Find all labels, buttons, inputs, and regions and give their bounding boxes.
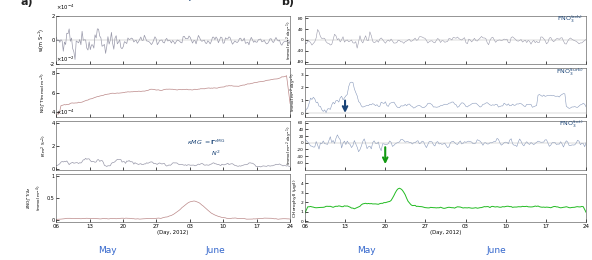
Y-axis label: K(m$^2$ S$^{-1}$): K(m$^2$ S$^{-1}$) [40,134,49,157]
Y-axis label: w(m S$^{-1}$): w(m S$^{-1}$) [37,28,47,52]
Y-axis label: NO$_3^-$T(mmol m$^{-3}$): NO$_3^-$T(mmol m$^{-3}$) [38,72,49,113]
Text: a): a) [21,0,33,7]
Text: FNO$_3^{\rm{(adv)}}$: FNO$_3^{\rm{(adv)}}$ [557,14,583,25]
Text: June: June [486,245,506,255]
Text: FNO$_3^{\rm{(tot)}}$: FNO$_3^{\rm{(tot)}}$ [559,119,583,131]
Text: $\times10^{-4}$: $\times10^{-4}$ [56,2,75,12]
Text: $\kappa$MG $= \mathbf{\Gamma}^{\varepsilon\rm{MG}}$
$\quad\quad\quad\quad N^2$: $\kappa$MG $= \mathbf{\Gamma}^{\varepsil… [187,138,226,158]
X-axis label: (Day, 2012): (Day, 2012) [157,230,189,235]
Text: $\bfit{w = dZiso/dt}$: $\bfit{w = dZiso/dt}$ [139,0,207,3]
Y-axis label: (mmol m$^{-2}$ day$^{-1}$): (mmol m$^{-2}$ day$^{-1}$) [285,20,295,60]
Text: FNO$_3^{\rm{(turb)}}$: FNO$_3^{\rm{(turb)}}$ [556,66,583,78]
Text: May: May [358,245,376,255]
Y-axis label: (mmol m$^{-2}$ day$^{-1}$): (mmol m$^{-2}$ day$^{-1}$) [285,126,295,165]
Y-axis label: $\partial$NO$_3^-$T/$\partial$z
(mmol m$^{-4}$): $\partial$NO$_3^-$T/$\partial$z (mmol m$… [25,185,44,211]
Text: $\times10^{-4}$: $\times10^{-4}$ [56,108,75,117]
Text: $\times10^{-2}$: $\times10^{-2}$ [56,55,75,64]
Text: May: May [98,245,117,255]
Text: June: June [205,245,225,255]
Y-axis label: (mmol m$^{-2}$ day$^{-1}$): (mmol m$^{-2}$ day$^{-1}$) [289,73,300,112]
Text: b): b) [281,0,294,7]
Y-axis label: Chlorophyll ($\mu$g/l): Chlorophyll ($\mu$g/l) [291,178,300,218]
X-axis label: (Day, 2012): (Day, 2012) [430,230,461,235]
